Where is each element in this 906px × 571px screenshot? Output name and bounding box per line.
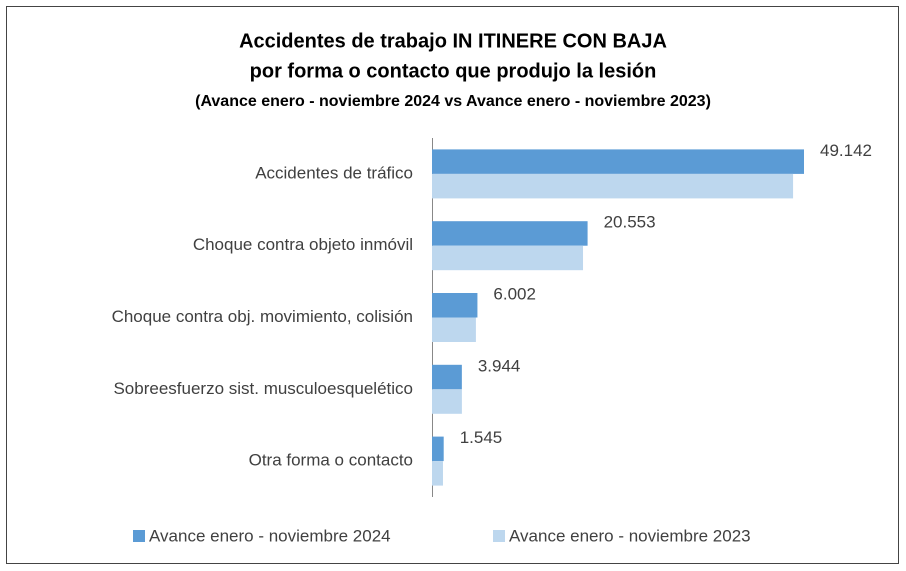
bar <box>432 221 588 246</box>
chart-subtitle: (Avance enero - noviembre 2024 vs Avance… <box>195 93 711 110</box>
legend-swatch <box>133 530 145 542</box>
data-label: 20.553 <box>604 213 656 232</box>
data-label: 49.142 <box>820 141 872 160</box>
chart-title: Accidentes de trabajo IN ITINERE CON BAJ… <box>239 30 667 52</box>
bar <box>432 364 462 390</box>
bar <box>432 461 443 486</box>
frame <box>6 6 899 564</box>
bar <box>432 317 476 342</box>
bar <box>432 293 478 318</box>
bar <box>432 173 794 199</box>
category-label: Accidentes de tráfico <box>255 163 413 182</box>
data-label: 3.944 <box>478 356 521 375</box>
category-label: Sobreesfuerzo sist. musculoesquelético <box>113 379 413 398</box>
category-label: Choque contra obj. movimiento, colisión <box>112 307 413 326</box>
data-label: 1.545 <box>460 428 503 447</box>
legend-swatch <box>493 530 505 542</box>
bar <box>432 389 462 414</box>
bar <box>432 149 804 174</box>
bar <box>432 245 584 271</box>
bar <box>432 436 444 462</box>
category-label: Otra forma o contacto <box>249 451 413 470</box>
data-label: 6.002 <box>493 284 536 303</box>
legend-label: Avance enero - noviembre 2024 <box>149 526 391 545</box>
category-label: Choque contra objeto inmóvil <box>193 235 413 254</box>
legend-label: Avance enero - noviembre 2023 <box>509 526 751 545</box>
chart-title: por forma o contacto que produjo la lesi… <box>250 60 657 82</box>
